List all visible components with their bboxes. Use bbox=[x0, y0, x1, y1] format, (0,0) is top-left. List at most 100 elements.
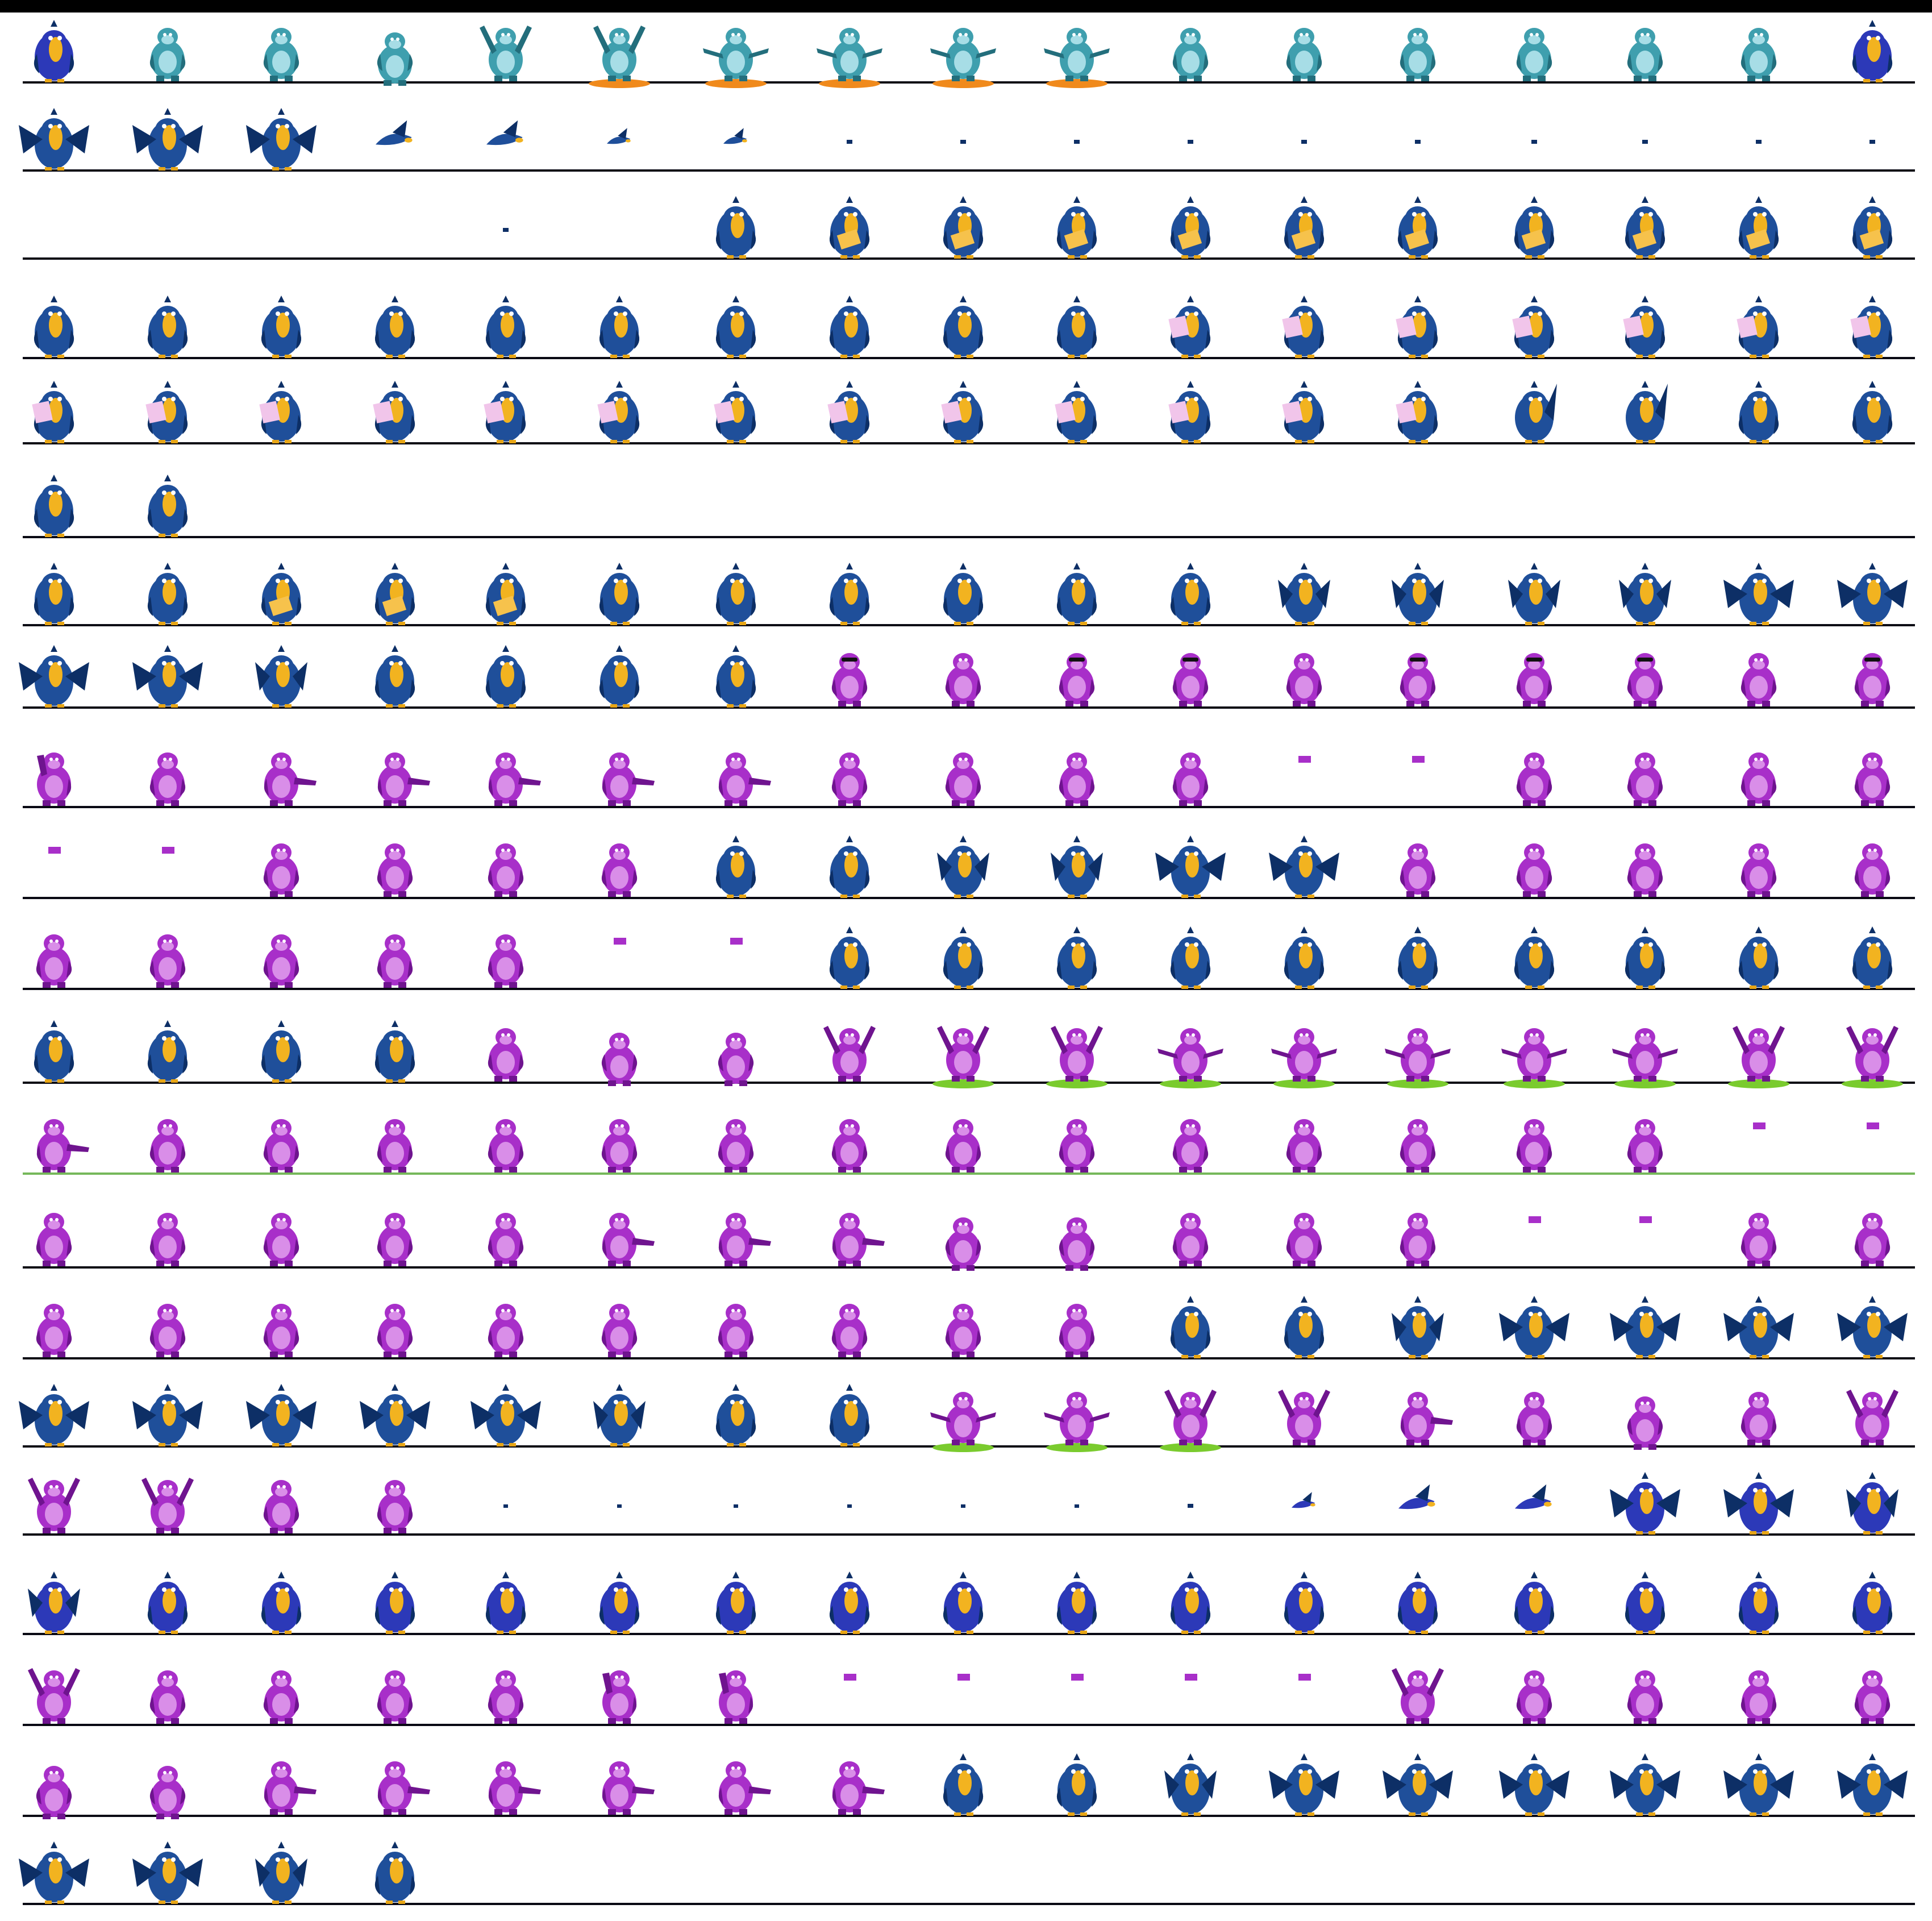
sprite-frame-purple-gorilla-stand bbox=[9, 1194, 99, 1284]
blue-bird-sprite-icon bbox=[486, 120, 523, 145]
blue-bird-sprite-icon bbox=[485, 296, 526, 358]
royal-bird-sprite-icon bbox=[1610, 1472, 1680, 1535]
sprite-frame-blue-bird-dot bbox=[804, 97, 895, 188]
sprite-frame-purple-gorilla-point bbox=[574, 1194, 665, 1284]
purple-gorilla-sprite-icon bbox=[263, 1480, 299, 1533]
sprite-frame-blue-bird-stand bbox=[122, 1009, 213, 1100]
blue-bird-sprite-icon bbox=[261, 563, 302, 625]
blue-bird-sprite-icon bbox=[827, 381, 870, 443]
purple-gorilla-sprite-icon bbox=[1627, 752, 1663, 806]
sprite-frame-blue-bird-book bbox=[349, 551, 440, 642]
sprite-frame-blue-bird-stand bbox=[690, 185, 781, 276]
sprite-frame-teal-gorilla-surf bbox=[804, 9, 895, 99]
sprite-frame-purple-gorilla-stand bbox=[122, 1194, 213, 1284]
sprite-frame-purple-gorilla-dot bbox=[1259, 733, 1350, 824]
sprite-frame-royal-bird-stand bbox=[1827, 9, 1918, 99]
sprite-frame-purple-gorilla-stand bbox=[1827, 733, 1918, 824]
sprite-frame-blue-bird-stand bbox=[690, 284, 781, 375]
sprite-frame-blue-bird-fly-large bbox=[122, 634, 213, 725]
purple-gorilla-sprite-icon bbox=[1059, 752, 1095, 806]
purple-gorilla-sprite-icon bbox=[48, 847, 61, 854]
purple-gorilla-sprite-icon bbox=[1172, 1119, 1209, 1172]
blue-bird-sprite-icon bbox=[485, 563, 526, 625]
sprite-frame-purple-gorilla-surf-arms-up bbox=[1031, 1009, 1122, 1100]
sprite-frame-blue-bird-book bbox=[1600, 185, 1690, 276]
blue-bird-sprite-icon bbox=[1396, 296, 1438, 358]
sprite-frame-royal-bird-stand bbox=[574, 1560, 665, 1651]
sprite-frame-blue-bird-stand bbox=[804, 284, 895, 375]
purple-gorilla-sprite-icon bbox=[601, 843, 638, 897]
sprite-frame-teal-gorilla-stand bbox=[236, 9, 327, 99]
sprite-frame-blue-bird-paper bbox=[804, 369, 895, 460]
sprite-frame-blue-bird-paper bbox=[1259, 284, 1350, 375]
purple-gorilla-sprite-icon bbox=[37, 752, 72, 806]
sprite-frame-blue-bird-stand bbox=[1259, 915, 1350, 1006]
purple-gorilla-sprite-icon bbox=[1627, 1670, 1663, 1724]
purple-gorilla-sprite-icon bbox=[149, 1670, 186, 1724]
blue-bird-sprite-icon bbox=[1869, 140, 1875, 144]
sprite-frame-purple-gorilla-crouch bbox=[122, 1742, 213, 1833]
sprite-frame-purple-gorilla-sunglasses bbox=[1031, 634, 1122, 725]
sprite-frame-purple-gorilla-crouch bbox=[574, 1009, 665, 1100]
sprite-frame-purple-gorilla-dot bbox=[1713, 1100, 1804, 1191]
blue-bird-sprite-icon bbox=[1396, 381, 1438, 443]
purple-gorilla-sprite-icon bbox=[488, 1213, 524, 1266]
purple-gorilla-sprite-icon bbox=[844, 1674, 856, 1681]
purple-gorilla-sprite-icon bbox=[1172, 653, 1209, 706]
blue-bird-sprite-icon bbox=[1610, 1753, 1680, 1816]
purple-gorilla-sprite-icon bbox=[263, 1670, 299, 1724]
sprite-frame-purple-gorilla-stand bbox=[1145, 1194, 1236, 1284]
sprite-frame-royal-bird-stand bbox=[1145, 1560, 1236, 1651]
blue-bird-sprite-icon bbox=[32, 381, 74, 443]
sprite-frame-purple-gorilla-dot bbox=[690, 915, 781, 1006]
sprite-frame-blue-bird-paper bbox=[1372, 284, 1463, 375]
sprite-frame-purple-gorilla-arms-up bbox=[9, 1461, 99, 1552]
sprite-frame-blue-bird-book bbox=[1259, 185, 1350, 276]
purple-gorilla-sprite-icon bbox=[601, 1033, 638, 1086]
sprite-frame-blue-bird-stand bbox=[1489, 915, 1580, 1006]
sprite-frame-royal-bird-stand bbox=[236, 1560, 327, 1651]
blue-bird-sprite-icon bbox=[1170, 926, 1211, 989]
sprite-frame-purple-gorilla-stand bbox=[122, 1651, 213, 1742]
blue-bird-sprite-icon bbox=[34, 296, 74, 358]
sprite-frame-blue-bird-fly-small bbox=[690, 97, 781, 188]
purple-gorilla-sprite-icon bbox=[377, 934, 413, 988]
row-baseline bbox=[23, 1172, 1915, 1175]
royal-bird-sprite-icon bbox=[943, 1571, 984, 1634]
royal-bird-sprite-icon bbox=[1188, 1504, 1193, 1508]
blue-bird-sprite-icon bbox=[1284, 196, 1325, 259]
purple-gorilla-sprite-icon bbox=[1298, 1674, 1311, 1681]
sprite-frame-blue-bird-book bbox=[918, 185, 1009, 276]
sprite-frame-purple-gorilla-stand bbox=[460, 1009, 551, 1100]
sprite-frame-royal-bird-stand bbox=[690, 1560, 781, 1651]
sprite-frame-purple-gorilla-stand bbox=[1259, 1194, 1350, 1284]
sprite-frame-purple-gorilla-surf bbox=[1031, 1373, 1122, 1463]
blue-bird-sprite-icon bbox=[829, 1384, 870, 1446]
sprite-frame-blue-bird-stand bbox=[122, 551, 213, 642]
purple-gorilla-sprite-icon bbox=[488, 1761, 541, 1815]
sprite-frame-blue-bird-dot bbox=[1145, 97, 1236, 188]
sprite-frame-blue-bird-paper bbox=[1145, 369, 1236, 460]
sprite-frame-royal-bird-stand bbox=[1489, 1560, 1580, 1651]
sprite-frame-purple-gorilla-stand bbox=[236, 915, 327, 1006]
purple-gorilla-sprite-icon bbox=[614, 938, 626, 945]
sprite-frame-purple-gorilla-stand bbox=[1031, 1100, 1122, 1191]
purple-gorilla-sprite-icon bbox=[718, 752, 771, 806]
sprite-frame-purple-gorilla-point bbox=[804, 1742, 895, 1833]
blue-bird-sprite-icon bbox=[1738, 196, 1779, 259]
purple-gorilla-sprite-icon bbox=[1741, 1213, 1777, 1266]
sprite-frame-blue-bird-wing-out bbox=[918, 824, 1009, 915]
purple-gorilla-sprite-icon bbox=[1741, 843, 1777, 897]
blue-bird-sprite-icon bbox=[829, 835, 870, 898]
blue-bird-sprite-icon bbox=[599, 296, 640, 358]
blue-bird-sprite-icon bbox=[937, 835, 989, 898]
blue-bird-sprite-icon bbox=[1514, 196, 1555, 259]
royal-bird-sprite-icon bbox=[1846, 1472, 1898, 1535]
row-baseline bbox=[23, 706, 1915, 709]
royal-bird-sprite-icon bbox=[1625, 1571, 1665, 1634]
blue-bird-sprite-icon bbox=[374, 645, 415, 708]
purple-gorilla-sprite-icon bbox=[1400, 653, 1436, 706]
sprite-frame-royal-bird-stand bbox=[1600, 1560, 1690, 1651]
blue-bird-sprite-icon bbox=[829, 196, 870, 259]
sprite-frame-purple-gorilla-stand bbox=[1372, 824, 1463, 915]
